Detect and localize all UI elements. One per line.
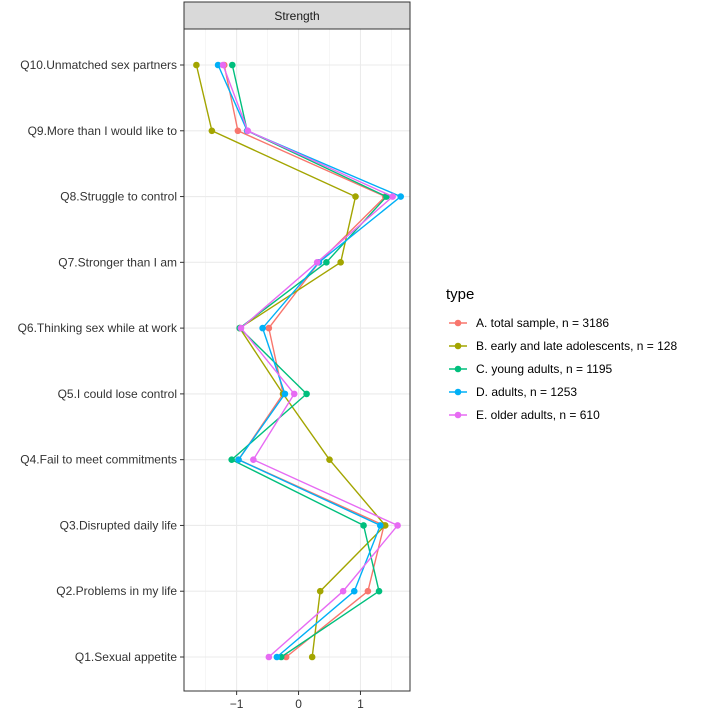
series (219, 61, 401, 661)
y-tick-label: Q6.Thinking sex while at work (18, 321, 178, 335)
legend-title: type (446, 286, 474, 303)
data-point (350, 587, 358, 595)
y-tick-label: Q10.Unmatched sex partners (20, 58, 177, 72)
data-point (259, 324, 266, 332)
data-point (352, 193, 359, 200)
data-point (394, 522, 401, 529)
series-layer (193, 61, 405, 661)
data-point (313, 259, 321, 266)
data-point (389, 193, 396, 200)
legend-item: A. total sample, n = 3186 (449, 316, 609, 330)
data-point (381, 522, 389, 529)
legend-label: E. older adults, n = 610 (476, 408, 600, 422)
legend-label: D. adults, n = 1253 (476, 385, 577, 399)
data-point (273, 653, 281, 661)
data-point (237, 324, 245, 332)
data-point (265, 653, 273, 661)
data-point (308, 653, 316, 661)
legend-label: B. early and late adolescents, n = 128 (476, 339, 677, 353)
data-point (323, 259, 330, 266)
data-point (250, 456, 257, 463)
legend-key-point (454, 411, 462, 419)
y-tick-label: Q2.Problems in my life (56, 584, 177, 598)
data-point (326, 456, 333, 463)
data-point (376, 522, 384, 529)
x-axis: −1 0 1 (230, 691, 364, 711)
data-point (228, 456, 235, 463)
data-point (265, 324, 273, 332)
strip-background (183, 1, 411, 30)
x-tick-label: 0 (295, 697, 302, 711)
legend-label: C. young adults, n = 1195 (476, 362, 613, 376)
series-line (217, 64, 403, 658)
data-point (375, 587, 383, 595)
panel-border (183, 28, 411, 692)
data-point (219, 61, 227, 69)
legend-label: A. total sample, n = 3186 (476, 316, 609, 330)
y-axis: Q1.Sexual appetite Q2.Problems in my life… (18, 58, 184, 664)
data-point (235, 456, 242, 463)
y-tick-label: Q4.Fail to meet commitments (20, 453, 177, 467)
plot-panel (183, 28, 411, 692)
y-tick-label: Q1.Sexual appetite (75, 650, 177, 664)
data-point (290, 390, 298, 398)
y-tick-label: Q3.Disrupted daily life (60, 518, 178, 532)
legend: A. total sample, n = 3186 B. early and la… (449, 316, 677, 422)
data-point (316, 587, 324, 595)
legend-key-point (454, 342, 462, 350)
data-point (397, 193, 405, 200)
strip-label: Strength (274, 9, 319, 23)
y-tick-label: Q7.Stronger than I am (58, 255, 177, 269)
legend-item: C. young adults, n = 1195 (449, 362, 613, 376)
legend-key-point (454, 319, 462, 327)
y-tick-label: Q9.More than I would like to (28, 124, 178, 138)
data-point (303, 390, 310, 398)
series (193, 61, 389, 661)
data-point (364, 587, 372, 595)
legend-item: E. older adults, n = 610 (449, 408, 600, 422)
data-point (234, 127, 242, 135)
data-point (244, 127, 252, 135)
series-line (222, 64, 399, 658)
legend-key-point (454, 365, 462, 373)
y-tick-label: Q8.Struggle to control (60, 190, 177, 204)
series-line (195, 64, 387, 658)
y-tick-label: Q5.I could lose control (58, 387, 177, 401)
data-point (339, 587, 347, 595)
data-point (337, 259, 344, 266)
x-tick-label: −1 (230, 697, 244, 711)
series-line (223, 64, 387, 658)
legend-item: D. adults, n = 1253 (449, 385, 577, 399)
data-point (193, 61, 200, 69)
data-point (214, 61, 222, 69)
x-tick-label: 1 (357, 697, 364, 711)
legend-key-point (454, 388, 462, 396)
legend-item: B. early and late adolescents, n = 128 (449, 339, 677, 353)
data-point (360, 522, 367, 529)
data-point (281, 390, 289, 398)
data-point (208, 127, 216, 135)
data-point (228, 61, 236, 69)
